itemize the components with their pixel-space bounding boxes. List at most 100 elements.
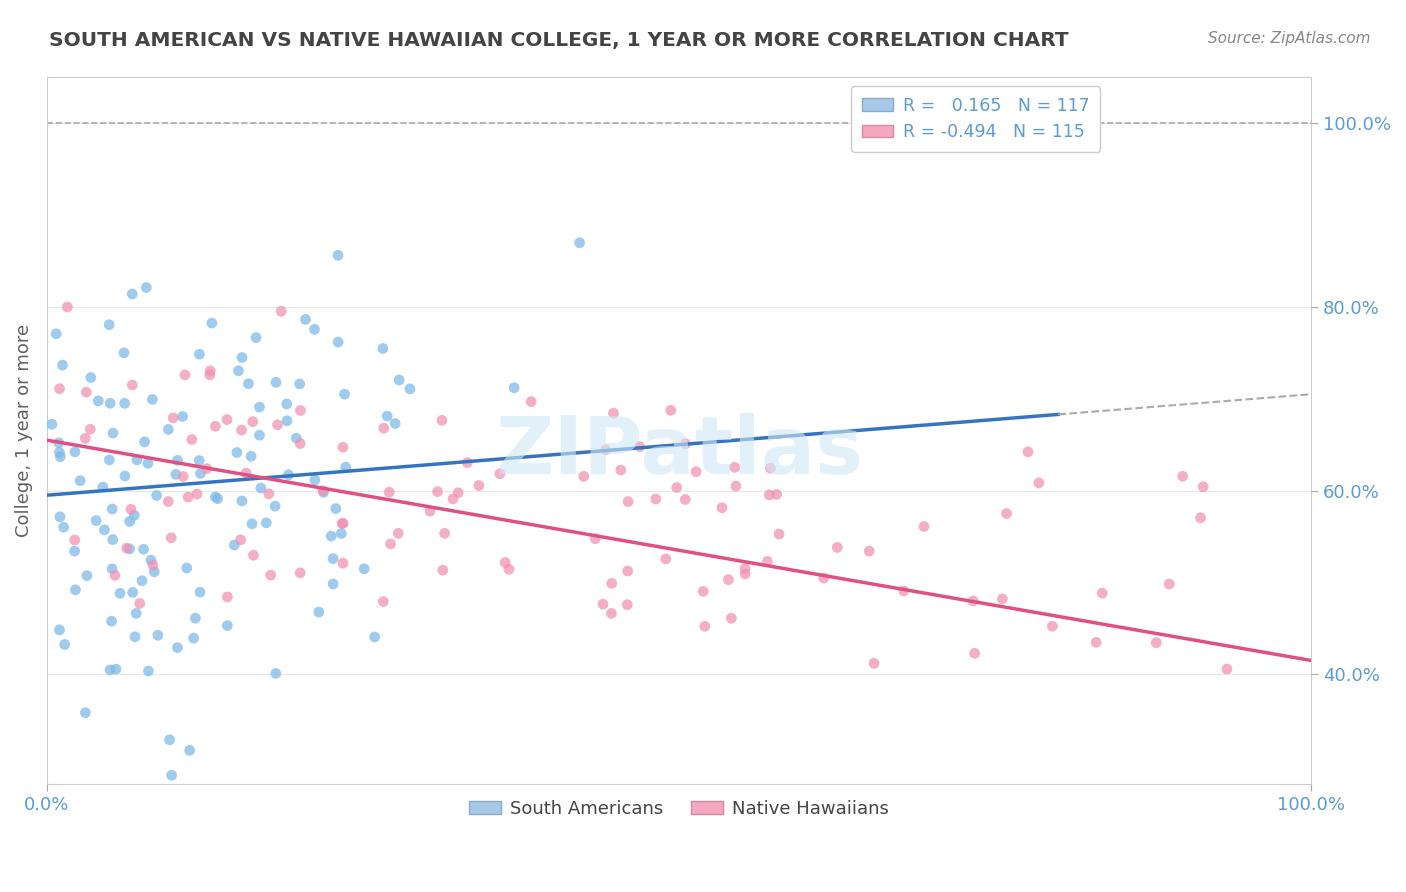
Point <box>138 664 160 678</box>
Point <box>1171 469 1194 483</box>
Point <box>270 304 292 318</box>
Point <box>724 479 747 493</box>
Point <box>264 376 287 390</box>
Point <box>756 554 779 568</box>
Point <box>1028 475 1050 490</box>
Point <box>63 445 86 459</box>
Point <box>48 435 70 450</box>
Point <box>186 487 208 501</box>
Point <box>602 406 624 420</box>
Point <box>118 515 141 529</box>
Point <box>332 440 354 454</box>
Point <box>183 631 205 645</box>
Point <box>249 400 271 414</box>
Point <box>685 465 707 479</box>
Point <box>768 527 790 541</box>
Point <box>1144 635 1167 649</box>
Point <box>166 453 188 467</box>
Point <box>215 412 238 426</box>
Legend: South Americans, Native Hawaiians: South Americans, Native Hawaiians <box>461 792 897 825</box>
Point <box>198 368 221 382</box>
Point <box>98 453 121 467</box>
Point <box>63 533 86 547</box>
Point <box>174 368 197 382</box>
Point <box>330 516 353 531</box>
Point <box>673 492 696 507</box>
Point <box>235 466 257 480</box>
Point <box>373 594 395 608</box>
Point <box>644 491 666 506</box>
Point <box>240 516 263 531</box>
Point <box>692 584 714 599</box>
Point <box>114 469 136 483</box>
Point <box>1216 662 1239 676</box>
Point <box>333 387 356 401</box>
Point <box>430 413 453 427</box>
Point <box>75 385 97 400</box>
Point <box>432 563 454 577</box>
Point <box>121 378 143 392</box>
Point <box>363 630 385 644</box>
Point <box>188 585 211 599</box>
Point <box>75 706 97 720</box>
Point <box>659 403 682 417</box>
Point <box>665 481 688 495</box>
Point <box>498 562 520 576</box>
Point <box>675 436 697 450</box>
Point <box>387 526 409 541</box>
Point <box>308 605 330 619</box>
Point <box>242 548 264 562</box>
Point <box>125 453 148 467</box>
Point <box>583 532 606 546</box>
Point <box>321 529 343 543</box>
Point <box>304 473 326 487</box>
Point <box>136 456 159 470</box>
Text: ZIPatlas: ZIPatlas <box>495 413 863 491</box>
Point <box>290 566 312 580</box>
Point <box>441 491 464 506</box>
Point <box>568 235 591 250</box>
Point <box>827 541 849 555</box>
Point <box>98 663 121 677</box>
Point <box>125 607 148 621</box>
Point <box>131 574 153 588</box>
Point <box>128 597 150 611</box>
Point <box>520 394 543 409</box>
Point <box>231 351 253 365</box>
Point <box>399 382 422 396</box>
Point <box>893 583 915 598</box>
Point <box>135 280 157 294</box>
Point <box>48 382 70 396</box>
Point <box>87 393 110 408</box>
Point <box>353 562 375 576</box>
Point <box>124 508 146 523</box>
Point <box>121 287 143 301</box>
Point <box>139 553 162 567</box>
Point <box>101 562 124 576</box>
Point <box>45 326 67 341</box>
Point <box>276 414 298 428</box>
Point <box>290 436 312 450</box>
Point <box>201 316 224 330</box>
Point <box>245 330 267 344</box>
Point <box>494 556 516 570</box>
Point <box>115 541 138 556</box>
Point <box>231 423 253 437</box>
Point <box>159 732 181 747</box>
Point <box>330 526 353 541</box>
Point <box>141 392 163 407</box>
Point <box>76 568 98 582</box>
Point <box>288 376 311 391</box>
Point <box>609 463 631 477</box>
Point <box>65 582 87 597</box>
Point <box>49 509 72 524</box>
Point <box>734 566 756 581</box>
Point <box>101 533 124 547</box>
Point <box>190 467 212 481</box>
Point <box>132 542 155 557</box>
Point <box>188 453 211 467</box>
Point <box>332 556 354 570</box>
Point <box>114 396 136 410</box>
Point <box>226 445 249 459</box>
Point <box>600 576 623 591</box>
